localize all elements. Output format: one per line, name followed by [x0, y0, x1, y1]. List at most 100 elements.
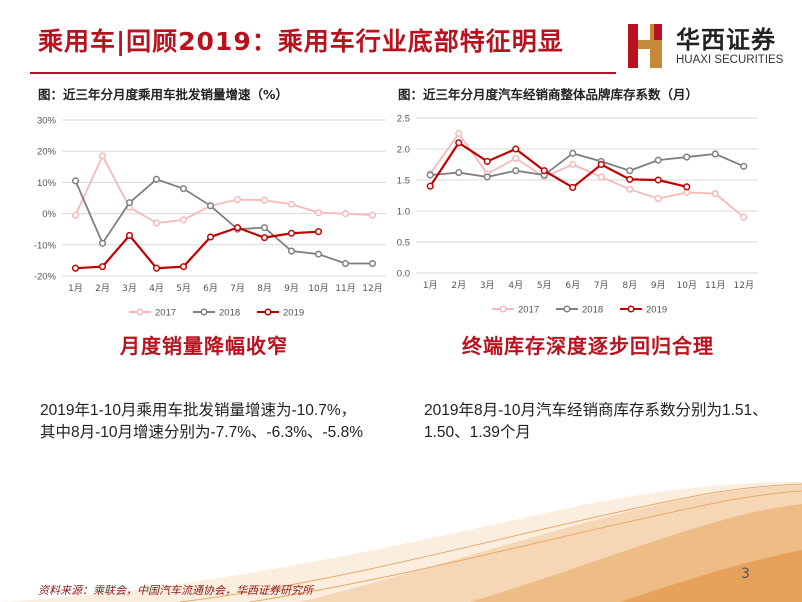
- growth-chart-point-2017: [152, 219, 161, 227]
- logo-mark-icon: [628, 24, 662, 68]
- growth-chart-point-2019: [206, 233, 215, 241]
- page-title: 乘用车|回顾2019：乘用车行业底部特征明显: [38, 27, 564, 56]
- growth-chart-point-2018: [98, 239, 107, 247]
- page-number: 3: [741, 566, 750, 582]
- inventory-chart-point-2018: [654, 156, 662, 164]
- inventory-chart-xtick-label: 2月: [451, 280, 466, 291]
- growth-chart-point-2019: [314, 228, 323, 236]
- inventory-chart-point-2019: [483, 157, 491, 165]
- inventory-chart-point-2019: [597, 160, 605, 169]
- growth-chart-point-2017: [368, 211, 377, 219]
- growth-chart-point-2018: [125, 199, 134, 207]
- sales-growth-chart-svg: -20% -10% 0% 10% 20% 30% 1月 2月 3月 4月 5月 6月 7月 8月 9月 10月…: [34, 116, 386, 319]
- right-body-text: 2019年8月-10月汽车经销商库存系数分别为1.51、1.50、1.39个月: [424, 402, 768, 441]
- growth-chart-xtick-label: 9月: [284, 283, 299, 294]
- logo-text-cn: 华西证券: [676, 26, 776, 54]
- inventory-chart-point-2017: [626, 185, 634, 193]
- inventory-chart-ytick-label: 2.0: [397, 145, 410, 156]
- header-divider: [30, 72, 616, 74]
- inventory-chart-series-line-2019: [429, 141, 688, 189]
- inventory-chart-point-2019: [569, 183, 577, 191]
- growth-chart-xtick-label: 2月: [95, 283, 110, 294]
- growth-chart-point-2017: [314, 209, 323, 217]
- source-note: 资料来源：乘联会，中国汽车流通协会，华西证券研究所: [38, 584, 313, 597]
- growth-chart-xtick-label: 10月: [308, 283, 328, 294]
- growth-chart-point-2018: [314, 250, 323, 258]
- inventory-chart-point-2018: [740, 162, 748, 170]
- growth-chart-xtick-label: 7月: [230, 283, 245, 294]
- sales-growth-chart: -20% -10% 0% 10% 20% 30% 1月 2月 3月 4月 5月 6月 7月 8月 9月 10月…: [30, 106, 392, 326]
- growth-chart-point-2019: [287, 229, 296, 237]
- growth-chart-point-2019: [152, 264, 161, 272]
- inventory-chart-xtick-label: 3月: [480, 280, 495, 291]
- growth-chart-legend-marker-2018: [200, 308, 208, 316]
- growth-chart-ytick-label: -20%: [34, 272, 57, 283]
- growth-chart-xtick-label: 6月: [203, 283, 218, 294]
- inventory-chart-point-2018: [483, 173, 491, 181]
- inventory-chart-point-2019: [626, 175, 634, 183]
- inventory-chart-point-2019: [455, 139, 463, 147]
- inventory-coefficient-chart: 0.0 0.5 1.0 1.5 2.0 2.5 1月 2月 3月 4月 5月 6月 7月 8月 9月 10月 1…: [386, 106, 776, 326]
- inventory-chart-point-2018: [512, 167, 520, 175]
- inventory-chart-xtick-label: 6月: [565, 280, 580, 291]
- growth-chart-ytick-label: 10%: [37, 178, 57, 189]
- growth-chart-ytick-label: 0%: [42, 209, 56, 220]
- inventory-chart-point-2018: [455, 169, 463, 177]
- inventory-chart-point-2019: [683, 183, 691, 191]
- inventory-chart-point-2017: [740, 213, 748, 221]
- inventory-chart-ytick-label: 1.5: [397, 176, 410, 187]
- inventory-chart-ytick-label: 0.5: [397, 238, 410, 249]
- growth-chart-xtick-label: 12月: [362, 283, 382, 294]
- right-chart-caption: 图：近三年分月度汽车经销商整体品牌库存系数（月）: [398, 87, 699, 102]
- growth-chart-point-2019: [98, 263, 107, 271]
- inventory-chart-point-2018: [569, 149, 577, 157]
- inventory-chart-point-2019: [654, 176, 662, 184]
- growth-chart-point-2018: [287, 247, 296, 255]
- growth-chart-ytick-label: 30%: [37, 116, 57, 127]
- growth-chart-point-2019: [260, 234, 269, 242]
- inventory-chart-xtick-label: 5月: [537, 280, 552, 291]
- growth-chart-point-2018: [179, 185, 188, 193]
- inventory-chart-xtick-label: 1月: [423, 280, 438, 291]
- inventory-chart-xtick-label: 7月: [594, 280, 609, 291]
- inventory-chart-point-2017: [597, 173, 605, 181]
- growth-chart-legend-marker-2019: [264, 308, 272, 316]
- inventory-chart-legend-label-2019: 2019: [646, 305, 667, 316]
- inventory-chart-point-2018: [683, 153, 691, 161]
- inventory-chart-point-2017: [711, 190, 719, 198]
- growth-chart-point-2018: [341, 259, 350, 268]
- growth-chart-series-line-2017: [74, 153, 373, 224]
- logo-text-en: HUAXI SECURITIES: [676, 54, 784, 66]
- growth-chart-ytick-label: -10%: [34, 240, 57, 251]
- inventory-chart-point-2017: [654, 195, 662, 203]
- inventory-chart-xtick-label: 11月: [705, 280, 725, 291]
- inventory-chart-point-2019: [540, 167, 548, 175]
- growth-chart-point-2017: [71, 211, 80, 219]
- inventory-chart-point-2018: [711, 150, 719, 158]
- growth-chart-point-2017: [341, 210, 350, 218]
- inventory-chart-legend-label-2017: 2017: [518, 305, 539, 316]
- growth-chart-xtick-label: 4月: [149, 283, 164, 294]
- decorative-wave-graphic: [0, 482, 802, 602]
- growth-chart-ytick-label: 20%: [37, 147, 57, 158]
- inventory-chart-point-2018: [426, 171, 434, 179]
- growth-chart-xtick-label: 11月: [335, 283, 355, 294]
- inventory-chart-point-2017: [683, 188, 691, 196]
- left-subhead: 月度销量降幅收窄: [120, 334, 288, 358]
- growth-chart-point-2019: [179, 263, 188, 271]
- inventory-chart-xtick-label: 8月: [622, 280, 637, 291]
- inventory-chart-point-2019: [426, 182, 434, 190]
- growth-chart-point-2019: [125, 231, 134, 239]
- inventory-chart-series-line-2018: [430, 152, 745, 178]
- left-chart-caption: 图：近三年分月度乘用车批发销量增速（%）: [38, 87, 289, 102]
- growth-chart-series-line-2019: [75, 226, 319, 270]
- inventory-chart-legend-marker-2017: [499, 305, 507, 313]
- inventory-chart-legend-label-2018: 2018: [582, 305, 603, 316]
- inventory-chart-xtick-label: 10月: [677, 280, 697, 291]
- growth-chart-xtick-label: 3月: [122, 283, 137, 294]
- growth-chart-point-2018: [206, 202, 215, 210]
- growth-chart-point-2018: [152, 175, 161, 183]
- growth-chart-point-2018: [71, 177, 80, 185]
- growth-chart-legend-marker-2017: [136, 308, 144, 316]
- growth-chart-legend-label-2018: 2018: [219, 308, 240, 319]
